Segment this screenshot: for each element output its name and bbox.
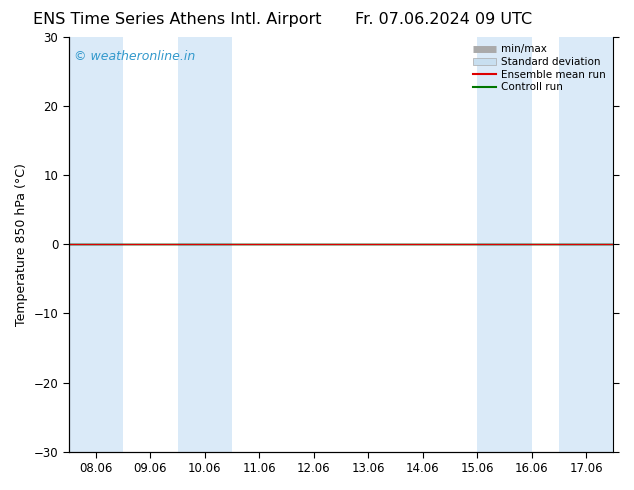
Bar: [68, 37, 123, 452]
Text: Fr. 07.06.2024 09 UTC: Fr. 07.06.2024 09 UTC: [355, 12, 533, 27]
Legend: min/max, Standard deviation, Ensemble mean run, Controll run: min/max, Standard deviation, Ensemble me…: [471, 42, 608, 95]
Y-axis label: Temperature 850 hPa (°C): Temperature 850 hPa (°C): [15, 163, 28, 326]
Text: ENS Time Series Athens Intl. Airport: ENS Time Series Athens Intl. Airport: [33, 12, 322, 27]
Bar: [178, 37, 232, 452]
Bar: [559, 37, 614, 452]
Text: © weatheronline.in: © weatheronline.in: [74, 49, 195, 63]
Bar: [477, 37, 532, 452]
